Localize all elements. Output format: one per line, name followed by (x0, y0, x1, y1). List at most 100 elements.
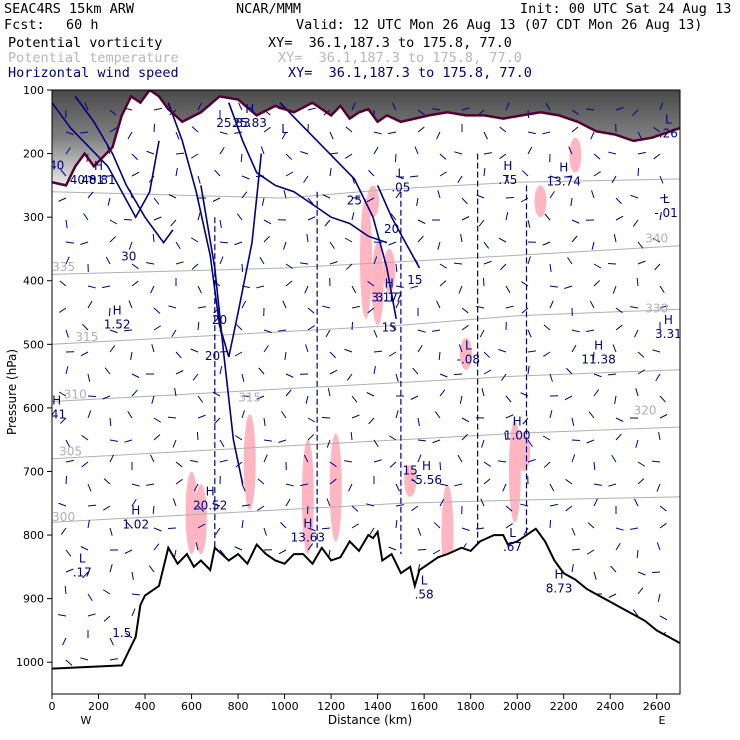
wind-vector (82, 571, 89, 579)
theta-contour (52, 178, 680, 199)
wind-vector (527, 366, 530, 375)
extremum-value: 3.17 (376, 291, 403, 305)
wind-vector (351, 285, 357, 294)
wind-vector (373, 439, 379, 448)
wind-vector (549, 175, 558, 179)
wind-vector (307, 107, 316, 111)
wind-vector (632, 219, 639, 227)
y-tick-label: 400 (23, 275, 44, 288)
wind-vector (175, 152, 185, 155)
wind-vector (256, 395, 265, 400)
extremum-mark: H (594, 338, 603, 352)
wind-vector (458, 285, 463, 294)
wind-vector (543, 351, 551, 357)
wind-vector (366, 392, 375, 397)
wind-vector (234, 241, 243, 246)
wind-vector (131, 171, 140, 177)
extremum-value: 3.31 (655, 327, 682, 341)
wind-vector (190, 237, 199, 243)
wind-vector (637, 260, 646, 265)
wind-vector (505, 505, 513, 512)
wind-vector (219, 459, 228, 463)
wind-vector (131, 389, 138, 397)
extremum-mark: L (421, 574, 428, 588)
wind-vector (146, 483, 155, 486)
y-tick-label: 100 (23, 84, 44, 97)
wind-vector (257, 478, 265, 485)
pv-patch (518, 433, 531, 472)
wind-vector (351, 212, 355, 221)
wind-vector (615, 542, 621, 551)
wind-vector (614, 395, 617, 404)
wind-vector (659, 175, 664, 184)
wind-vector (589, 300, 595, 309)
wind-vector (571, 109, 579, 115)
wind-vector (568, 146, 573, 155)
wind-vector (263, 417, 266, 426)
wind-vector (454, 483, 463, 487)
wind-vector (81, 461, 89, 468)
wind-vector (109, 454, 114, 463)
x-tick-label: 200 (88, 700, 109, 713)
wind-vector (439, 483, 448, 487)
wind-vector (87, 191, 94, 199)
wind-vector (542, 131, 551, 135)
wind-vector (280, 521, 287, 529)
wind-vector (527, 329, 532, 338)
extremum-value: 8.73 (546, 581, 573, 595)
wind-vector (197, 212, 201, 221)
wind-vector (439, 389, 446, 397)
wind-vector (241, 285, 250, 289)
y-tick-label: 1000 (16, 656, 44, 669)
wind-vector (501, 373, 507, 381)
tropopause-curve (52, 90, 680, 187)
pv-patch (534, 185, 547, 218)
wind-vector (193, 483, 199, 492)
wind-vector (417, 548, 427, 551)
wind-vector (131, 608, 136, 617)
wind-vector (153, 417, 162, 423)
wind-vector (610, 565, 617, 573)
wind-vector (285, 153, 293, 160)
y-tick-label: 900 (23, 593, 44, 606)
wind-vector (123, 329, 133, 332)
wind-vector (634, 329, 639, 338)
wind-vector (175, 261, 184, 265)
wind-vector (659, 305, 668, 309)
wind-vector (368, 169, 375, 177)
wind-vector (324, 219, 331, 227)
x-tick-label: 1200 (317, 700, 345, 713)
x-tick-label: 2000 (503, 700, 531, 713)
wind-vector (483, 351, 491, 358)
wind-vector (571, 527, 576, 536)
wind-vector (591, 241, 595, 250)
wind-vector (344, 460, 353, 463)
wind-vector (613, 234, 617, 243)
wind-vector (460, 234, 463, 243)
wind-vector (653, 126, 661, 133)
wind-speed-contours (52, 95, 528, 567)
wind-vector (483, 369, 492, 375)
wind-vector (241, 263, 244, 273)
wind-vector (659, 285, 665, 294)
wind-vector (128, 300, 133, 309)
wind-vector (153, 527, 162, 532)
wind-vector (457, 175, 463, 184)
wind-vector (564, 285, 573, 289)
wind-speed-label: 20 (384, 222, 399, 236)
wind-vector (659, 615, 668, 621)
wind-vector (284, 351, 287, 360)
wind-vector (321, 527, 331, 530)
wind-vector (436, 300, 441, 309)
wind-vector (172, 498, 177, 507)
wind-vector (59, 307, 67, 313)
wind-vector (126, 521, 133, 529)
wind-vector (326, 498, 331, 507)
theta-label: 315 (75, 330, 98, 344)
wind-vector (549, 373, 553, 382)
wind-vector (60, 527, 67, 535)
wind-vector (461, 197, 468, 205)
wind-vector (65, 366, 69, 375)
wind-vector (351, 321, 354, 331)
wind-vector (409, 175, 419, 178)
